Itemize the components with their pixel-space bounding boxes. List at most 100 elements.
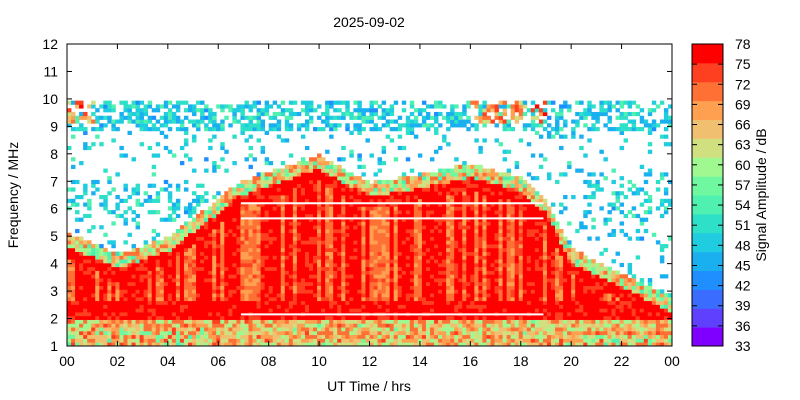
- heatmap-cell: [127, 104, 132, 109]
- heatmap-cell: [216, 104, 221, 109]
- heatmap-cell: [260, 221, 266, 226]
- heatmap-cell: [321, 255, 326, 260]
- heatmap-cell: [212, 240, 217, 245]
- heatmap-cell: [264, 308, 270, 313]
- heatmap-cell: [454, 168, 459, 173]
- heatmap-cell: [171, 119, 177, 124]
- heatmap-cell: [147, 270, 153, 275]
- heatmap-cell: [292, 168, 298, 173]
- heatmap-cell: [131, 247, 136, 253]
- heatmap-cell: [478, 293, 483, 298]
- heatmap-cell: [280, 183, 286, 188]
- heatmap-cell: [413, 179, 419, 185]
- heatmap-cell: [127, 304, 132, 309]
- heatmap-cell: [409, 236, 415, 241]
- heatmap-cell: [442, 327, 447, 332]
- heatmap-cell: [321, 259, 326, 264]
- heatmap-cell: [361, 179, 366, 185]
- heatmap-cell: [325, 327, 330, 332]
- heatmap-cell: [288, 266, 294, 271]
- heatmap-cell: [260, 191, 266, 196]
- heatmap-cell: [260, 259, 266, 264]
- heatmap-cell: [252, 274, 257, 279]
- heatmap-cell: [83, 285, 88, 290]
- heatmap-cell: [183, 334, 189, 339]
- heatmap-cell: [232, 111, 237, 117]
- heatmap-cell: [309, 213, 314, 219]
- heatmap-cell: [438, 213, 443, 219]
- heatmap-cell: [244, 342, 249, 346]
- heatmap-cell: [79, 240, 84, 245]
- heatmap-cell: [288, 213, 294, 219]
- heatmap-cell: [369, 300, 374, 305]
- heatmap-cell: [325, 225, 330, 230]
- heatmap-cell: [111, 266, 116, 271]
- heatmap-cell: [300, 161, 306, 166]
- heatmap-cell: [454, 308, 459, 313]
- heatmap-cell: [317, 179, 322, 185]
- heatmap-cell: [175, 115, 181, 120]
- heatmap-cell: [474, 334, 479, 339]
- heatmap-cell: [284, 191, 290, 196]
- heatmap-cell: [405, 240, 411, 245]
- heatmap-cell: [248, 296, 253, 302]
- heatmap-cell: [405, 259, 411, 264]
- heatmap-cell: [99, 270, 104, 275]
- heatmap-cell: [220, 315, 225, 320]
- heatmap-cell: [329, 228, 334, 234]
- heatmap-cell: [304, 266, 310, 271]
- heatmap-cell: [143, 262, 149, 268]
- heatmap-cell: [333, 206, 338, 211]
- heatmap-cell: [268, 289, 274, 294]
- heatmap-cell: [482, 323, 487, 328]
- heatmap-cell: [147, 308, 153, 313]
- heatmap-cell: [304, 327, 310, 332]
- heatmap-cell: [288, 240, 294, 245]
- heatmap-cell: [466, 247, 471, 253]
- heatmap-cell: [260, 338, 266, 343]
- heatmap-cell: [75, 202, 80, 207]
- heatmap-cell: [304, 300, 310, 305]
- heatmap-cell: [252, 202, 257, 207]
- heatmap-cell: [288, 127, 294, 132]
- heatmap-cell: [268, 183, 274, 188]
- heatmap-cell: [321, 202, 326, 207]
- heatmap-cell: [333, 289, 338, 294]
- heatmap-cell: [345, 323, 350, 328]
- heatmap-cell: [349, 225, 354, 230]
- heatmap-cell: [252, 259, 257, 264]
- heatmap-cell: [373, 127, 378, 132]
- heatmap-cell: [313, 179, 318, 185]
- heatmap-cell: [413, 266, 419, 271]
- heatmap-cell: [470, 187, 475, 192]
- heatmap-cell: [450, 300, 455, 305]
- heatmap-cell: [365, 308, 370, 313]
- heatmap-cell: [329, 255, 334, 260]
- heatmap-cell: [417, 232, 423, 237]
- heatmap-cell: [159, 247, 165, 253]
- heatmap-cell: [131, 304, 136, 309]
- heatmap-cell: [147, 255, 153, 260]
- heatmap-cell: [200, 296, 205, 302]
- heatmap-cell: [252, 198, 257, 203]
- heatmap-cell: [397, 213, 403, 219]
- heatmap-cell: [304, 278, 310, 283]
- heatmap-cell: [300, 179, 306, 185]
- heatmap-cell: [159, 342, 165, 346]
- heatmap-cell: [385, 247, 391, 253]
- heatmap-cell: [272, 127, 278, 132]
- heatmap-cell: [111, 123, 116, 128]
- heatmap-cell: [313, 334, 318, 339]
- heatmap-cell: [458, 266, 463, 271]
- heatmap-cell: [361, 281, 366, 286]
- heatmap-cell: [192, 251, 197, 256]
- heatmap-cell: [147, 300, 153, 305]
- heatmap-cell: [188, 300, 193, 305]
- heatmap-cell: [446, 221, 451, 226]
- heatmap-cell: [462, 111, 467, 117]
- heatmap-cell: [236, 330, 241, 336]
- heatmap-cell: [127, 270, 132, 275]
- heatmap-cell: [296, 255, 302, 260]
- heatmap-cell: [228, 236, 233, 241]
- heatmap-cell: [357, 244, 362, 249]
